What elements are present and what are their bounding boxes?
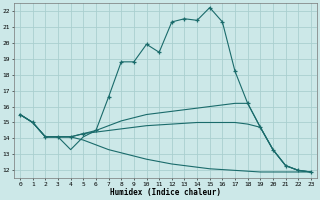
X-axis label: Humidex (Indice chaleur): Humidex (Indice chaleur) xyxy=(110,188,221,197)
